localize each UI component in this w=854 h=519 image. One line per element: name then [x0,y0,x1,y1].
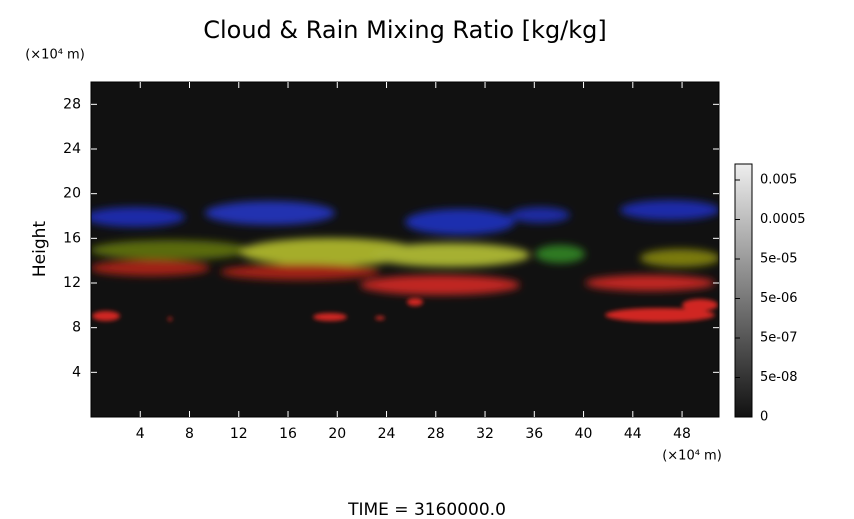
x-tick-label: 12 [230,426,248,442]
x-tick-label: 44 [624,426,642,442]
colorbar-label: 0 [760,410,768,425]
chart-title: Cloud & Rain Mixing Ratio [kg/kg] [203,16,607,44]
x-unit-label: (×10⁴ m) [662,449,722,464]
volume-render [91,200,719,322]
x-tick-label: 8 [185,426,194,442]
x-tick-label: 20 [328,426,346,442]
y-tick-label: 4 [72,364,81,380]
colorbar [734,163,753,418]
y-tick-label: 8 [72,320,81,336]
colorbar-label: 0.005 [760,173,797,188]
colorbar-label: 5e-07 [760,331,798,346]
plot-frame [90,81,720,418]
x-tick-label: 48 [673,426,691,442]
colorbar-label: 5e-05 [760,252,798,267]
colorbar-label: 5e-08 [760,370,798,385]
x-tick-label: 16 [279,426,297,442]
x-tick-label: 24 [378,426,396,442]
footer: TIME = 3160000.0 [347,500,506,519]
x-tick-label: 4 [136,426,145,442]
y-tick-label: 12 [63,275,81,291]
y-tick-label: 28 [63,96,81,112]
y-tick-label: 20 [63,186,81,202]
y-unit-label: (×10⁴ m) [25,48,85,63]
y-axis-label: Height [30,221,50,278]
x-tick-label: 36 [525,426,543,442]
y-tick-label: 24 [63,141,81,157]
x-tick-label: 32 [476,426,494,442]
y-tick-label: 16 [63,230,81,246]
colorbar-label: 5e-06 [760,291,798,306]
x-tick-label: 28 [427,426,445,442]
colorbar-label: 0.0005 [760,212,806,227]
x-tick-label: 40 [575,426,593,442]
